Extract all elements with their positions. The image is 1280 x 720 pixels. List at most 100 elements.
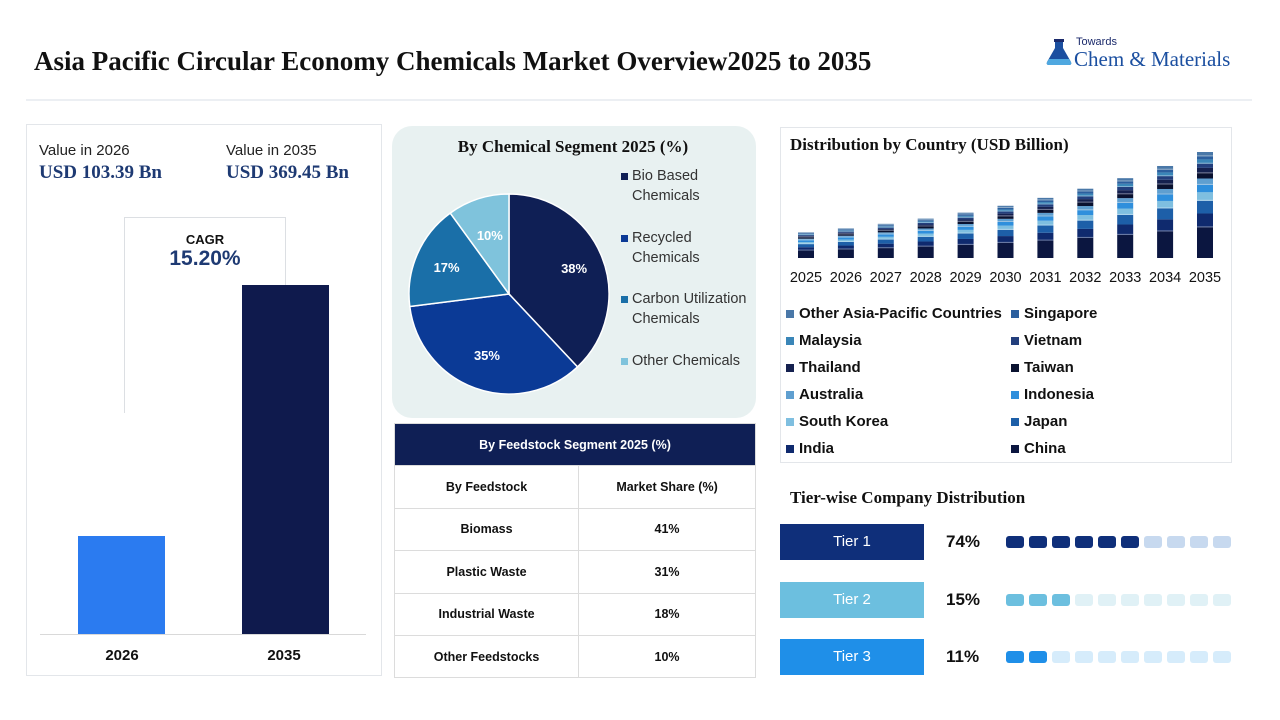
feedstock-table-title: By Feedstock Segment 2025 (%) [394, 422, 756, 467]
feedstock-name: Other Feedstocks [393, 634, 580, 679]
stack-segment-vietnam [957, 217, 974, 220]
tier-dot [1075, 594, 1093, 606]
stack-segment-indonesia [877, 234, 894, 237]
tier-dot [1098, 594, 1116, 606]
pie-legend-item: Carbon Utilization Chemicals [621, 290, 761, 350]
stack-separator [798, 232, 814, 234]
tier-dot [1190, 536, 1208, 548]
stack-separator [877, 233, 894, 235]
tier-percentage: 15% [946, 590, 981, 609]
stack-segment-thailand [877, 228, 894, 231]
country-legend-label: Thailand [799, 359, 861, 376]
stack-separator [1197, 155, 1213, 157]
stack-separator [1157, 207, 1174, 209]
stack-segment-south-korea [1197, 192, 1213, 201]
stack-separator [1077, 190, 1094, 192]
stack-segment-south-korea [1117, 208, 1134, 215]
stack-segment-china [957, 244, 974, 258]
stack-separator [917, 235, 934, 237]
tier-dot [1052, 651, 1070, 663]
feedstock-share: 31% [578, 550, 756, 594]
logo-small-text: Towards [1076, 36, 1117, 48]
stack-segment-australia [1197, 178, 1213, 185]
stack-separator [1077, 201, 1094, 203]
stack-segment-singapore [837, 229, 854, 231]
stack-segment-thailand [997, 213, 1014, 217]
stack-segment-vietnam [1117, 186, 1134, 191]
bar-baseline [40, 634, 366, 635]
stack-segment-south-korea [957, 229, 974, 234]
stack-separator [837, 233, 854, 235]
bar-label-2035: 2035 [267, 647, 301, 664]
feedstock-col-header: By Feedstock [393, 465, 580, 509]
stack-segment-taiwan [1157, 184, 1174, 189]
stack-separator [997, 215, 1014, 217]
stack-segment-indonesia [957, 226, 974, 230]
stack-segment-singapore [877, 225, 894, 227]
tier-dot [1098, 536, 1116, 548]
pie-legend-label: Recycled Chemicals [632, 230, 700, 266]
logo-main-text: Chem & Materials [1074, 47, 1231, 71]
country-legend-item: Indonesia [1011, 386, 1231, 406]
stack-segment-australia [1157, 188, 1174, 195]
pie-slice-1 [508, 193, 610, 368]
stack-segment-china [1117, 234, 1134, 258]
stack-segment-japan [1077, 220, 1094, 229]
stack-segment-vietnam [1157, 176, 1174, 180]
pie-data-label: 38% [561, 261, 587, 276]
stack-segment-china [877, 248, 894, 258]
stack-segment-china [1197, 227, 1213, 258]
stack-segment-vietnam [997, 211, 1014, 214]
stack-segment-china [798, 250, 814, 258]
stack-segment-thailand [837, 232, 854, 235]
stack-separator [877, 247, 894, 249]
tier-dot [1006, 594, 1024, 606]
stack-segment-indonesia [1077, 210, 1094, 216]
stack-segment-taiwan [957, 221, 974, 225]
pie-legend-swatch [621, 296, 628, 303]
stack-segment-south-korea [837, 239, 854, 242]
stack-segment-thailand [917, 224, 934, 227]
pie-slice-4 [449, 193, 510, 297]
tier-dot [1098, 651, 1116, 663]
country-legend-item: Thailand [786, 359, 1006, 379]
country-legend-item: Singapore [1011, 305, 1231, 325]
pie-legend-swatch [621, 173, 628, 180]
country-legend-swatch [786, 445, 794, 453]
pie-legend-item: Bio Based Chemicals [621, 167, 761, 227]
tier-pill: Tier 2 [780, 582, 924, 618]
stack-segment-japan [997, 229, 1014, 237]
stack-separator [997, 206, 1014, 208]
stack-segment-australia [957, 224, 974, 227]
stack-segment-south-korea [877, 236, 894, 240]
country-legend-item: Malaysia [786, 332, 1006, 352]
stack-segment-india [798, 247, 814, 251]
stack-segment-other-asia-pacific-countries [798, 232, 814, 234]
country-legend-item: Japan [1011, 413, 1231, 433]
stack-separator [1157, 168, 1174, 170]
stack-separator [1037, 215, 1054, 217]
tier-dot [1006, 651, 1024, 663]
stack-segment-china [837, 249, 854, 258]
stack-segment-other-asia-pacific-countries [917, 218, 934, 221]
stack-segment-china [1037, 240, 1054, 258]
stack-segment-singapore [1037, 200, 1054, 203]
stack-separator [1157, 193, 1174, 195]
country-legend-item: South Korea [786, 413, 1006, 433]
stack-segment-india [1157, 219, 1174, 232]
tier-dot [1075, 536, 1093, 548]
stack-separator [1037, 224, 1054, 226]
stack-segment-china [1157, 231, 1174, 258]
stack-segment-japan [1157, 208, 1174, 220]
country-legend-item: Other Asia-Pacific Countries [786, 305, 1006, 325]
stack-segment-other-asia-pacific-countries [997, 205, 1014, 208]
stack-segment-thailand [1077, 199, 1094, 203]
stack-segment-vietnam [1197, 163, 1213, 168]
stack-segment-indonesia [1117, 202, 1134, 209]
feedstock-name: Plastic Waste [393, 550, 580, 594]
brand-logo: Towards Chem & Materials [1044, 36, 1254, 76]
x-tick-label: 2034 [1149, 270, 1181, 286]
stack-segment-thailand [957, 219, 974, 222]
stack-separator [997, 220, 1014, 222]
tier-dot [1190, 594, 1208, 606]
